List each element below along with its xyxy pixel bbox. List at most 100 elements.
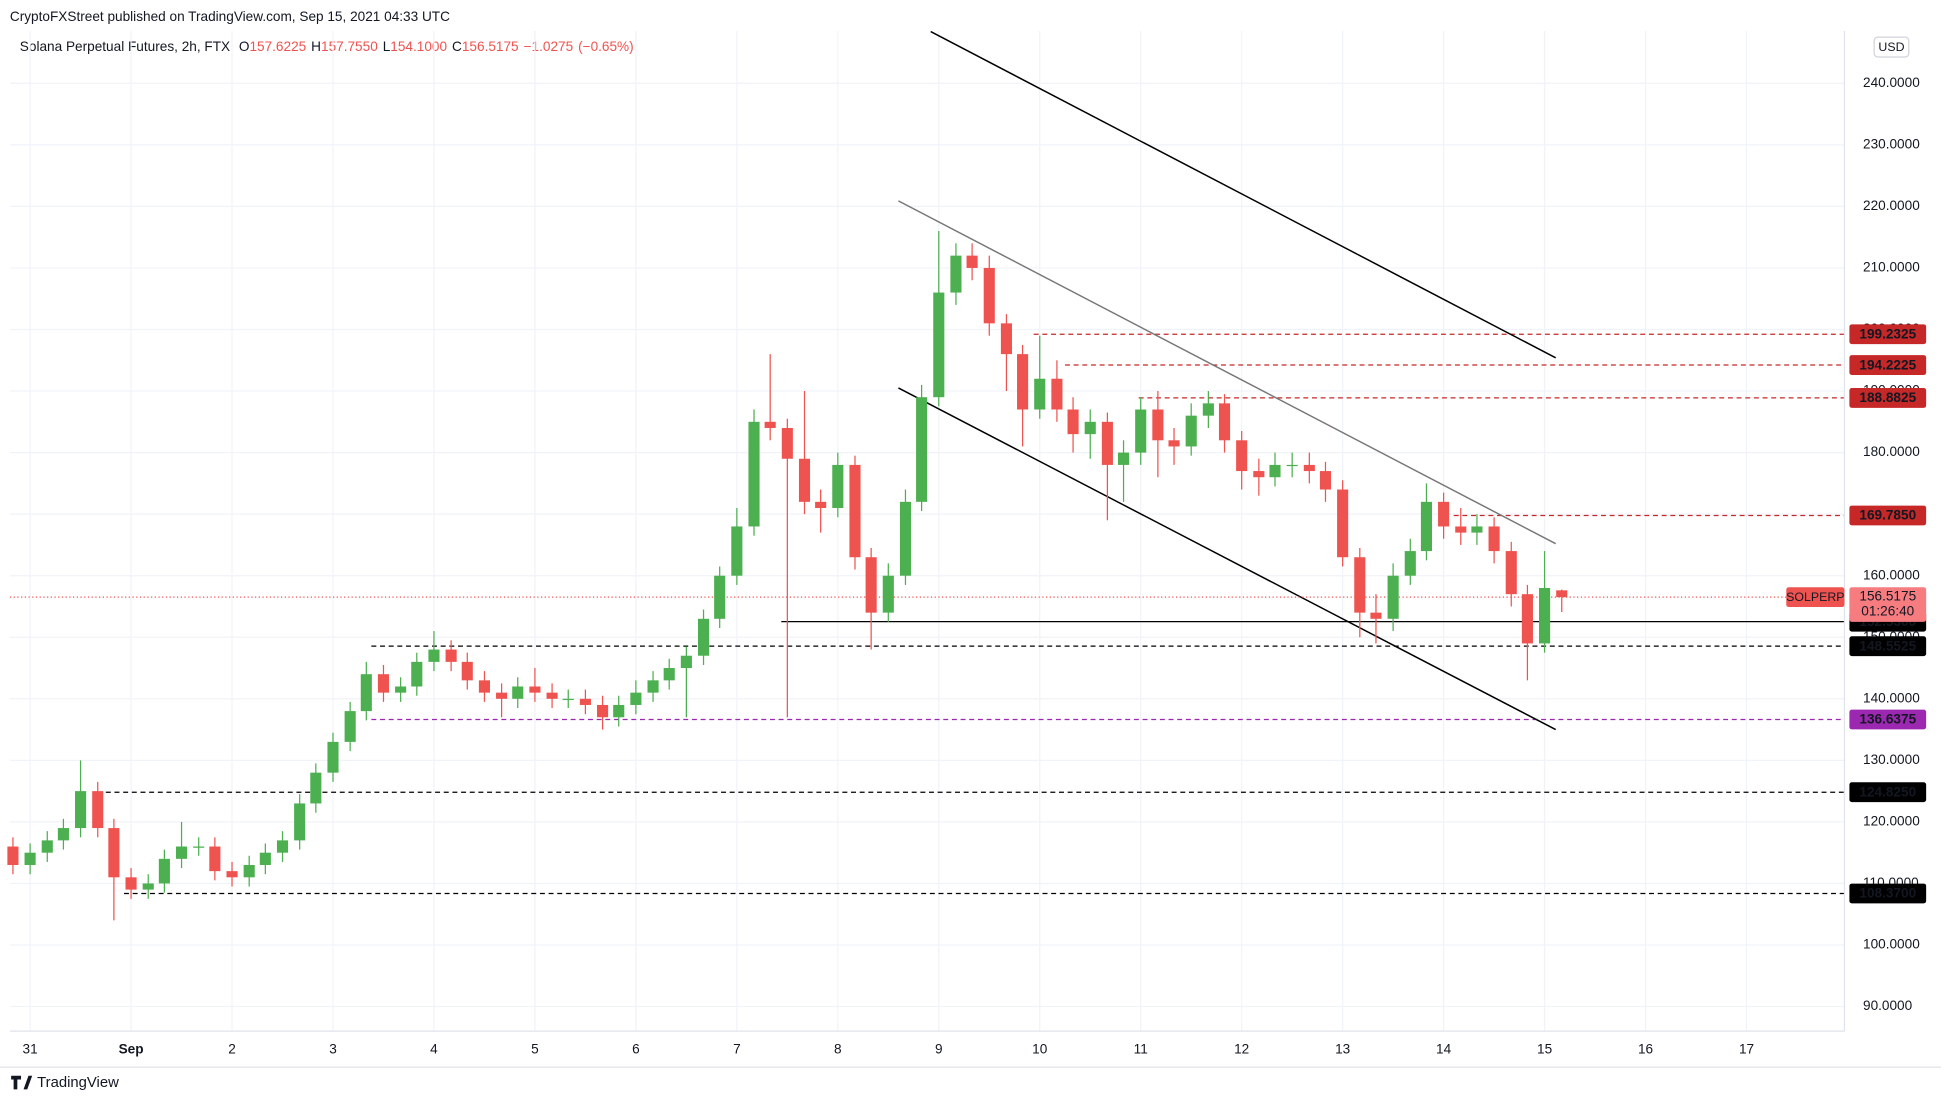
candle-body xyxy=(680,655,692,669)
level-tag xyxy=(1849,505,1927,526)
candle-body xyxy=(243,864,255,878)
candle-body xyxy=(899,501,912,576)
candle-body xyxy=(798,458,811,502)
symbol-label: SOLPERP xyxy=(1786,590,1844,604)
candle-body xyxy=(1354,557,1366,613)
candle-body xyxy=(1202,403,1214,416)
candle-body xyxy=(1303,464,1315,472)
candle-body xyxy=(1084,421,1096,435)
candle-body xyxy=(1337,489,1349,558)
candle-body xyxy=(562,698,574,701)
x-tick-label: 3 xyxy=(329,1041,337,1056)
trend-line xyxy=(930,30,1557,359)
legend-key: O xyxy=(239,39,250,54)
x-tick-label: 7 xyxy=(733,1041,741,1056)
y-tick-label: 100.0000 xyxy=(1863,937,1920,952)
candle-body xyxy=(108,828,120,878)
symbol-tag xyxy=(1786,587,1845,608)
level-tag-label: 199.2325 xyxy=(1859,326,1916,341)
x-tick-label: 15 xyxy=(1537,1041,1552,1056)
legend-key: C xyxy=(452,39,462,54)
x-tick-label: 13 xyxy=(1335,1041,1350,1056)
candle-body xyxy=(1539,588,1551,644)
legend-change: −1.0275 xyxy=(524,39,574,54)
candle-body xyxy=(1152,409,1164,441)
candle-body xyxy=(882,575,894,613)
brand-logo xyxy=(11,1075,33,1090)
x-tick-label: 14 xyxy=(1436,1041,1452,1056)
legend-key: H xyxy=(311,39,321,54)
published-note: CryptoFXStreet published on TradingView.… xyxy=(10,9,450,24)
y-tick-label: 240.0000 xyxy=(1863,75,1920,90)
y-tick-label: 160.0000 xyxy=(1863,567,1920,582)
candle-body xyxy=(613,704,625,718)
last-price-tag xyxy=(1849,587,1927,622)
candle-body xyxy=(966,255,978,268)
candle-body xyxy=(395,686,407,693)
candle-body xyxy=(75,791,87,829)
candle-body xyxy=(1168,440,1180,447)
candle-body xyxy=(1000,323,1012,355)
candle-body xyxy=(849,464,861,558)
level-tag xyxy=(1849,636,1927,657)
currency-button[interactable] xyxy=(1873,36,1910,58)
y-tick-label: 120.0000 xyxy=(1863,813,1920,828)
x-tick-label: 31 xyxy=(23,1041,38,1056)
candle-body xyxy=(630,692,642,705)
candle-body xyxy=(1135,409,1147,453)
y-tick-label: 180.0000 xyxy=(1863,444,1920,459)
candle-body xyxy=(226,871,238,878)
candle-body xyxy=(377,674,390,693)
legend-key: L xyxy=(383,39,391,54)
candle-body xyxy=(764,421,776,428)
candle-body xyxy=(832,464,844,508)
candle-body xyxy=(478,680,490,693)
legend-change-pct: (−0.65%) xyxy=(578,39,634,54)
countdown-label: 01:26:40 xyxy=(1861,604,1914,619)
level-tag xyxy=(1849,388,1927,408)
chart-legend: Solana Perpetual Futures, 2h, FTX O157.6… xyxy=(20,39,634,54)
candle-body xyxy=(916,397,928,502)
candle-body xyxy=(983,267,995,324)
x-tick-label: Sep xyxy=(119,1041,144,1056)
candle-body xyxy=(1438,501,1450,527)
candle-body xyxy=(142,883,154,890)
x-tick-label: 9 xyxy=(935,1041,943,1056)
candle-body xyxy=(1319,471,1332,490)
level-tag-label: 169.7850 xyxy=(1859,508,1916,523)
brand-name: TradingView xyxy=(37,1075,119,1091)
trend-line xyxy=(898,200,1557,545)
level-tag xyxy=(1849,782,1927,803)
y-tick-label: 220.0000 xyxy=(1863,198,1920,213)
candle-body xyxy=(663,668,675,681)
x-tick-label: 17 xyxy=(1739,1041,1754,1056)
candle-body xyxy=(259,852,271,865)
candle-body xyxy=(1269,464,1281,478)
candle-body xyxy=(1253,471,1265,478)
trend-line xyxy=(898,387,1557,731)
candle-body xyxy=(1236,440,1248,472)
level-tag-label: 136.6375 xyxy=(1859,712,1916,727)
candle-body xyxy=(1455,526,1467,533)
candle-body xyxy=(445,649,457,662)
candle-body xyxy=(294,803,306,841)
candle-body xyxy=(1185,415,1197,447)
legend-value: 157.6225 xyxy=(249,39,306,54)
candle-body xyxy=(344,711,356,742)
candle-body xyxy=(1420,501,1433,552)
candle-body xyxy=(950,255,962,293)
x-tick-label: 5 xyxy=(531,1041,539,1056)
candle-body xyxy=(512,686,524,699)
x-tick-label: 8 xyxy=(834,1041,842,1056)
candle-body xyxy=(579,698,591,705)
candle-body xyxy=(24,852,36,865)
candle-body xyxy=(1404,551,1416,576)
candle-body xyxy=(1034,378,1046,410)
candle-body xyxy=(1101,421,1113,465)
y-tick-label: 210.0000 xyxy=(1863,260,1920,275)
candle-body xyxy=(933,292,945,398)
candle-body xyxy=(428,649,440,662)
candle-body xyxy=(647,680,659,693)
candle-body xyxy=(865,557,877,613)
